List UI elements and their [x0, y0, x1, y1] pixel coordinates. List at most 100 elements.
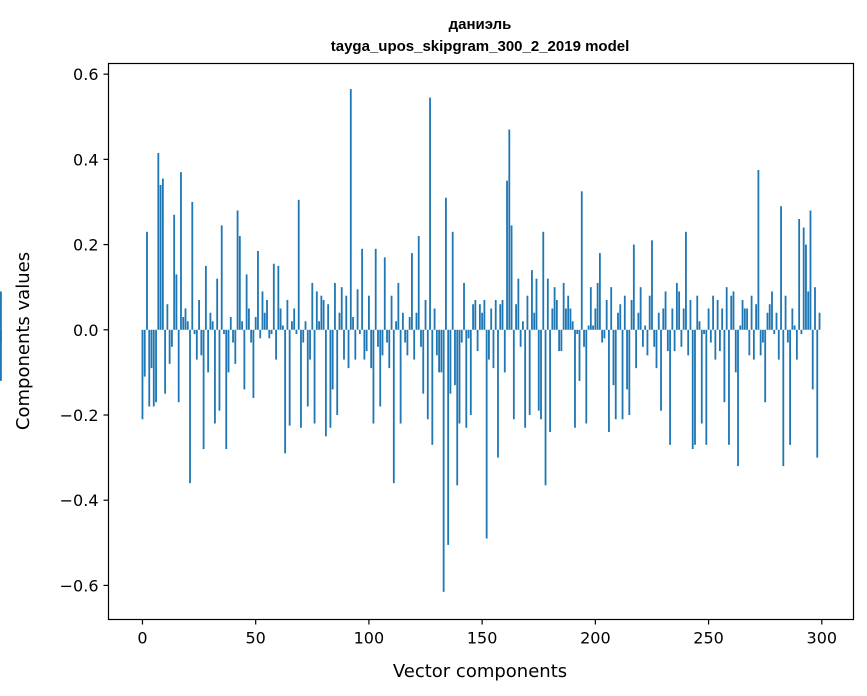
- bar: [791, 308, 794, 330]
- bar: [694, 329, 696, 445]
- bar: [243, 329, 246, 390]
- bar: [168, 329, 171, 364]
- bar: [653, 329, 656, 347]
- bar: [499, 304, 502, 330]
- y-tick-label: 0.6: [73, 65, 98, 84]
- bar: [795, 329, 798, 360]
- bar: [610, 287, 613, 330]
- bar: [623, 295, 626, 330]
- bar: [458, 329, 461, 424]
- bar: [171, 329, 173, 347]
- bar: [372, 329, 375, 424]
- bar: [327, 304, 330, 330]
- bar: [768, 304, 771, 330]
- bar: [297, 199, 300, 330]
- bar: [0, 329, 2, 381]
- bar: [229, 317, 232, 330]
- bar: [223, 329, 225, 335]
- y-axis-label: Components values: [13, 252, 34, 430]
- bar: [655, 329, 658, 369]
- bar: [809, 210, 812, 330]
- x-tick-label: 0: [137, 629, 147, 648]
- bar: [442, 329, 445, 592]
- bar: [288, 329, 291, 426]
- bar: [780, 206, 782, 330]
- bar: [608, 329, 610, 433]
- x-tick-label: 50: [246, 629, 266, 648]
- bar: [811, 329, 814, 390]
- bar: [195, 329, 198, 360]
- bar: [211, 321, 214, 330]
- bar: [542, 231, 545, 330]
- bar: [245, 274, 248, 330]
- bar: [361, 248, 364, 330]
- bar: [490, 308, 493, 330]
- bar: [404, 329, 407, 343]
- x-tick-label: 250: [693, 629, 724, 648]
- bar: [356, 289, 359, 330]
- bar: [703, 329, 705, 335]
- bar: [521, 321, 524, 330]
- bar: [569, 308, 572, 330]
- bar: [628, 329, 631, 415]
- bar: [374, 248, 377, 330]
- bar: [648, 295, 651, 330]
- bar: [365, 329, 368, 352]
- bar: [166, 304, 169, 330]
- x-axis-label: Vector components: [393, 661, 567, 682]
- bar: [626, 329, 628, 390]
- bar: [232, 329, 234, 343]
- bar: [433, 308, 436, 330]
- bar: [483, 299, 486, 330]
- bar: [558, 329, 561, 352]
- bar: [329, 329, 332, 428]
- bar: [204, 265, 207, 330]
- bar: [515, 304, 517, 330]
- bar: [250, 329, 253, 343]
- bar: [143, 329, 146, 377]
- bar: [343, 329, 345, 360]
- bar: [503, 329, 506, 373]
- bar: [551, 308, 554, 330]
- bar: [186, 321, 189, 330]
- bar: [435, 329, 438, 356]
- bar: [807, 291, 810, 330]
- bar: [614, 329, 617, 420]
- bar: [401, 312, 404, 330]
- bar: [506, 180, 508, 330]
- bar: [338, 312, 341, 330]
- bar: [737, 329, 739, 467]
- bar: [368, 295, 370, 330]
- bar: [789, 329, 791, 445]
- bar: [334, 282, 336, 330]
- x-tick-label: 200: [580, 629, 611, 648]
- y-tick-label: 0.4: [73, 150, 98, 169]
- y-tick-label: 0.2: [73, 236, 98, 255]
- bar: [689, 299, 692, 330]
- bar: [671, 308, 674, 330]
- bar: [200, 329, 203, 356]
- bar: [340, 287, 343, 330]
- bar: [0, 291, 2, 330]
- bar: [526, 295, 529, 330]
- bar: [478, 304, 481, 330]
- bar: [277, 265, 280, 330]
- bar: [295, 329, 298, 335]
- bar: [802, 227, 805, 330]
- bar: [392, 329, 395, 484]
- bar: [651, 240, 653, 330]
- bar: [193, 329, 196, 335]
- bar: [451, 231, 454, 330]
- bar: [216, 278, 219, 330]
- bar: [141, 329, 144, 420]
- bar: [488, 329, 490, 360]
- bar: [680, 329, 683, 347]
- bar: [336, 329, 339, 415]
- bar: [657, 312, 660, 330]
- bar: [752, 329, 755, 360]
- bar: [238, 236, 241, 330]
- bar: [528, 329, 531, 415]
- bar: [617, 312, 619, 330]
- bar: [449, 329, 452, 394]
- bar: [786, 329, 789, 343]
